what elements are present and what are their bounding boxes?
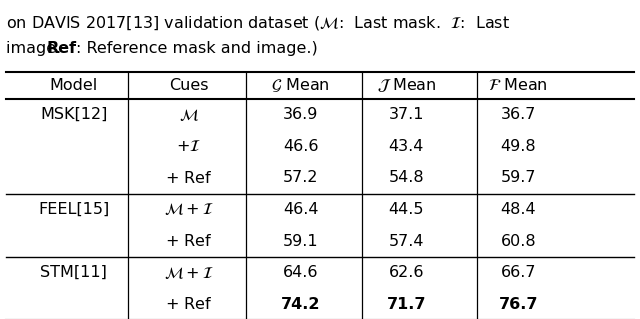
- Text: Ref: Ref: [46, 41, 76, 56]
- Text: 57.4: 57.4: [388, 234, 424, 249]
- Text: 46.6: 46.6: [283, 139, 319, 154]
- Text: 49.8: 49.8: [500, 139, 536, 154]
- Text: $+$ Ref: $+$ Ref: [165, 296, 212, 312]
- Text: $\mathcal{M}+\mathcal{I}$: $\mathcal{M}+\mathcal{I}$: [164, 264, 214, 281]
- Text: 44.5: 44.5: [388, 202, 424, 217]
- Text: STM[11]: STM[11]: [40, 265, 107, 280]
- Text: 66.7: 66.7: [500, 265, 536, 280]
- Text: $\mathcal{J}$ Mean: $\mathcal{J}$ Mean: [376, 76, 436, 94]
- Text: on DAVIS 2017[13] validation dataset ($\mathcal{M}$:  Last mask.  $\mathcal{I}$:: on DAVIS 2017[13] validation dataset ($\…: [6, 14, 511, 32]
- Text: $+\mathcal{I}$: $+\mathcal{I}$: [177, 139, 201, 154]
- Text: Model: Model: [49, 78, 98, 93]
- Text: $\mathcal{M}+\mathcal{I}$: $\mathcal{M}+\mathcal{I}$: [164, 201, 214, 218]
- Text: $\mathcal{G}$ Mean: $\mathcal{G}$ Mean: [271, 76, 330, 94]
- Text: 54.8: 54.8: [388, 170, 424, 185]
- Text: 59.7: 59.7: [500, 170, 536, 185]
- Text: 62.6: 62.6: [388, 265, 424, 280]
- Text: $\mathcal{F}$ Mean: $\mathcal{F}$ Mean: [488, 77, 548, 93]
- Text: Cues: Cues: [169, 78, 209, 93]
- Text: 76.7: 76.7: [499, 297, 538, 312]
- Text: 74.2: 74.2: [281, 297, 321, 312]
- Text: MSK[12]: MSK[12]: [40, 107, 108, 122]
- Text: 48.4: 48.4: [500, 202, 536, 217]
- Text: 59.1: 59.1: [283, 234, 319, 249]
- Text: $+$ Ref: $+$ Ref: [165, 170, 212, 186]
- Text: image.: image.: [6, 41, 67, 56]
- Text: 64.6: 64.6: [283, 265, 319, 280]
- Text: 46.4: 46.4: [283, 202, 319, 217]
- Text: 57.2: 57.2: [283, 170, 319, 185]
- Text: 36.9: 36.9: [283, 107, 319, 122]
- Text: 71.7: 71.7: [387, 297, 426, 312]
- Text: 36.7: 36.7: [500, 107, 536, 122]
- Text: 43.4: 43.4: [388, 139, 424, 154]
- Text: $\mathcal{M}$: $\mathcal{M}$: [179, 107, 199, 123]
- Text: FEEL[15]: FEEL[15]: [38, 202, 109, 217]
- Text: $+$ Ref: $+$ Ref: [165, 233, 212, 249]
- Text: 37.1: 37.1: [388, 107, 424, 122]
- Text: 60.8: 60.8: [500, 234, 536, 249]
- Text: : Reference mask and image.): : Reference mask and image.): [76, 41, 317, 56]
